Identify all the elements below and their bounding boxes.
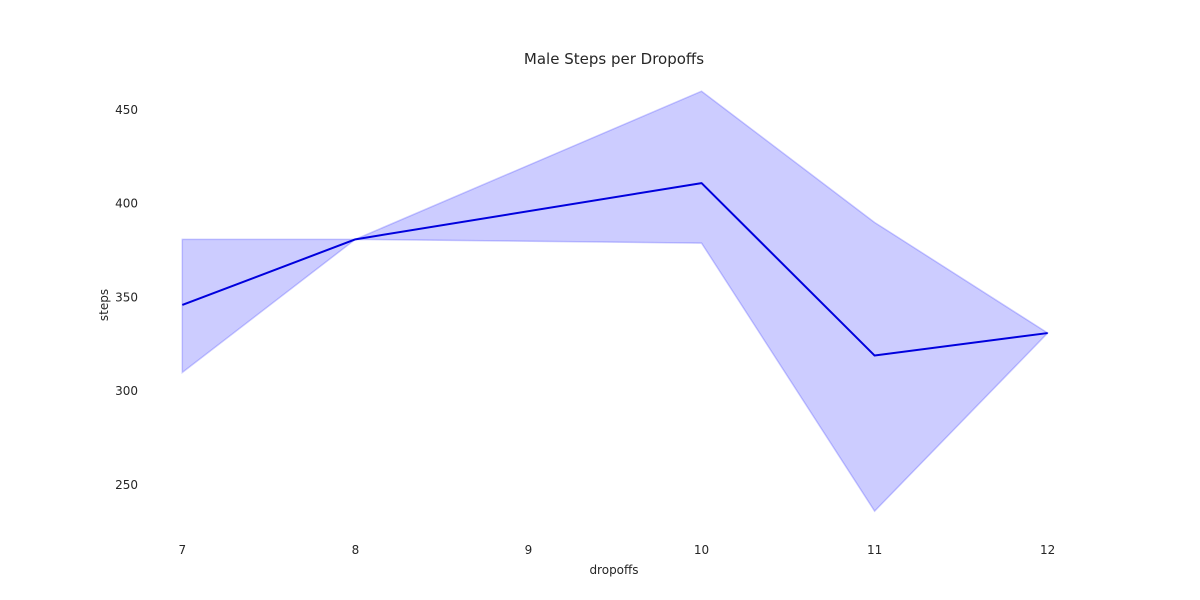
y-tick-label: 250: [115, 478, 138, 492]
y-tick-label: 450: [115, 103, 138, 117]
confidence-band: [181, 90, 1049, 513]
y-tick-label: 300: [115, 384, 138, 398]
y-axis-label: steps: [97, 289, 111, 321]
x-tick-label: 11: [867, 543, 882, 557]
y-tick-label: 400: [115, 197, 138, 211]
x-tick-label: 9: [525, 543, 533, 557]
series-lines: [181, 182, 1048, 357]
y-tick-labels: 250 300 350 400 450: [115, 103, 138, 492]
chart-title: Male Steps per Dropoffs: [524, 50, 704, 68]
x-tick-label: 10: [694, 543, 709, 557]
x-tick-labels: 7 8 9 10 11 12: [178, 543, 1055, 557]
x-axis-label: dropoffs: [589, 563, 638, 577]
confidence-bands: [181, 90, 1049, 513]
y-tick-label: 350: [115, 290, 138, 304]
x-tick-label: 12: [1040, 543, 1055, 557]
x-tick-label: 8: [352, 543, 360, 557]
x-tick-label: 7: [178, 543, 186, 557]
